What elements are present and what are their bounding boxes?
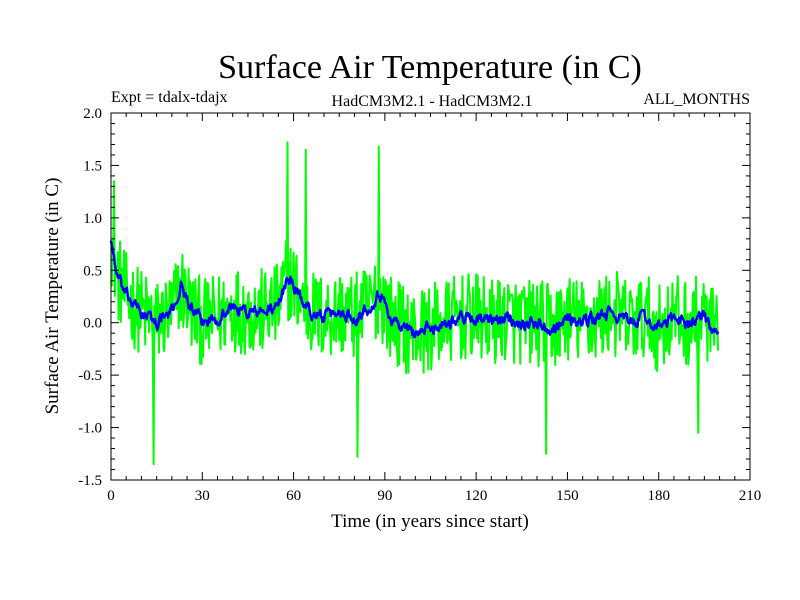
x-tick-label: 150 — [556, 488, 579, 504]
y-tick-label: -1.5 — [78, 473, 102, 489]
subtitle-months: ALL_MONTHS — [643, 91, 750, 108]
x-axis-label: Time (in years since start) — [331, 511, 529, 532]
series-layer — [109, 141, 720, 466]
series-line-monthly — [110, 141, 720, 466]
y-tick-label: 0.5 — [83, 263, 102, 279]
x-tick-label: 30 — [195, 488, 210, 504]
x-tick-label: 180 — [647, 488, 670, 504]
y-axis-label: Surface Air Temperature (in C) — [42, 178, 63, 415]
series-line-smoothed — [109, 240, 720, 339]
y-tick-label: -0.5 — [78, 368, 102, 384]
x-tick-label: 90 — [377, 488, 392, 504]
y-tick-label: 2.0 — [83, 106, 102, 122]
y-tick-label: 0.0 — [83, 316, 102, 332]
x-tick-label: 60 — [286, 488, 301, 504]
x-tick-label: 210 — [739, 488, 762, 504]
y-tick-label: 1.0 — [83, 211, 102, 227]
ticks-layer: 0 30 60 90 120 150 180 210 -1.5 -1.0 -0.5 0.0 0.5 1.0… — [78, 106, 761, 504]
chart-title: Surface Air Temperature (in C) — [218, 49, 642, 86]
y-tick-label: -1.0 — [78, 421, 102, 437]
x-tick-label: 0 — [107, 488, 115, 504]
x-tick-label: 120 — [465, 488, 488, 504]
y-tick-label: 1.5 — [83, 158, 102, 174]
subtitle-models: HadCM3M2.1 - HadCM3M2.1 — [332, 93, 533, 110]
subtitle-expt: Expt = tdalx-tdajx — [111, 89, 228, 106]
